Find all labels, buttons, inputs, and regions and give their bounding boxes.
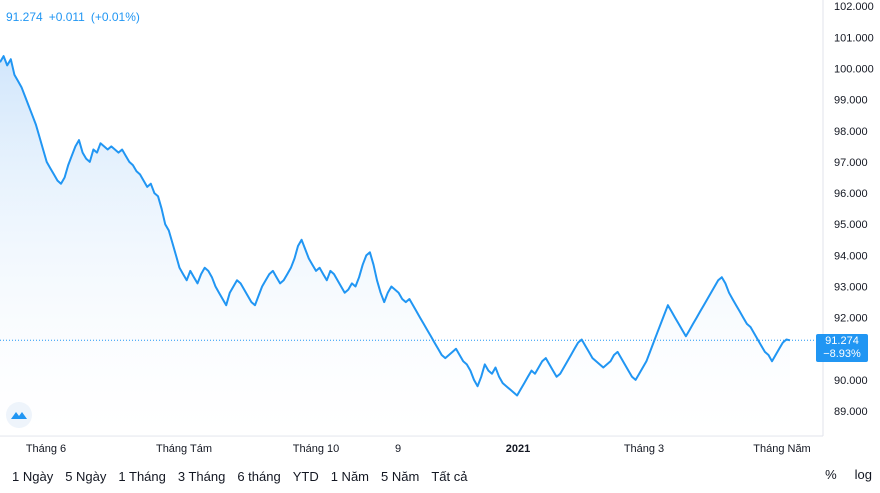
x-tick-label: Tháng 3 (624, 443, 664, 455)
y-tick-label: 95.000 (834, 219, 868, 231)
range-button-6-months[interactable]: 6 tháng (237, 469, 281, 484)
price-legend: 91.274 +0.011 (+0.01%) (6, 10, 146, 24)
range-button-5-days[interactable]: 5 Ngày (65, 469, 107, 484)
price-line (0, 55, 791, 397)
x-tick-label: Tháng Tám (156, 443, 212, 455)
scale-toggles: % log (825, 467, 872, 482)
x-tick-label: 9 (395, 443, 401, 455)
x-tick-label: Tháng 10 (293, 443, 339, 455)
percent-scale-button[interactable]: % (825, 467, 837, 482)
last-price-tag: 91.274 −8.93% (816, 334, 868, 362)
price-area-fill (0, 56, 790, 436)
x-tick-label: Tháng Năm (753, 443, 810, 455)
y-tick-label: 93.000 (834, 282, 868, 294)
range-button-1-year[interactable]: 1 Năm (330, 469, 370, 484)
tradingview-logo-icon[interactable] (6, 402, 32, 428)
y-tick-label: 99.000 (834, 95, 868, 107)
legend-change: +0.011 (48, 10, 85, 24)
y-tick-label: 89.000 (834, 406, 868, 418)
y-tick-label: 92.000 (834, 313, 868, 325)
range-button-3-months[interactable]: 3 Tháng (177, 469, 226, 484)
bottom-toolbar: 1 Ngày 5 Ngày 1 Tháng 3 Tháng 6 tháng YT… (0, 460, 880, 493)
y-tick-label: 101.000 (834, 32, 874, 44)
y-tick-label: 97.000 (834, 157, 868, 169)
y-tick-label: 96.000 (834, 188, 868, 200)
log-scale-button[interactable]: log (854, 467, 872, 482)
range-button-1-month[interactable]: 1 Tháng (118, 469, 166, 484)
range-selector: 1 Ngày 5 Ngày 1 Tháng 3 Tháng 6 tháng YT… (0, 465, 473, 488)
range-button-1-day[interactable]: 1 Ngày (12, 469, 54, 484)
y-tick-label: 90.000 (834, 375, 868, 387)
price-tag-value: 91.274 (825, 335, 859, 347)
legend-price: 91.274 (6, 10, 43, 24)
y-tick-label: 100.000 (834, 64, 874, 76)
x-tick-label: Tháng 6 (26, 443, 66, 455)
price-tag-change: −8.93% (823, 348, 861, 360)
y-tick-label: 94.000 (834, 250, 868, 262)
range-button-ytd[interactable]: YTD (292, 469, 319, 484)
range-button-5-years[interactable]: 5 Năm (381, 469, 420, 484)
legend-change-pct: (+0.01%) (90, 10, 140, 24)
y-tick-label: 102.000 (834, 1, 874, 13)
range-button-all[interactable]: Tất cả (431, 469, 468, 484)
y-tick-label: 98.000 (834, 126, 868, 138)
x-axis-ticks: Tháng 6 Tháng Tám Tháng 10 9 2021 Tháng 3 Thán… (26, 443, 811, 455)
x-tick-label: 2021 (506, 443, 530, 455)
